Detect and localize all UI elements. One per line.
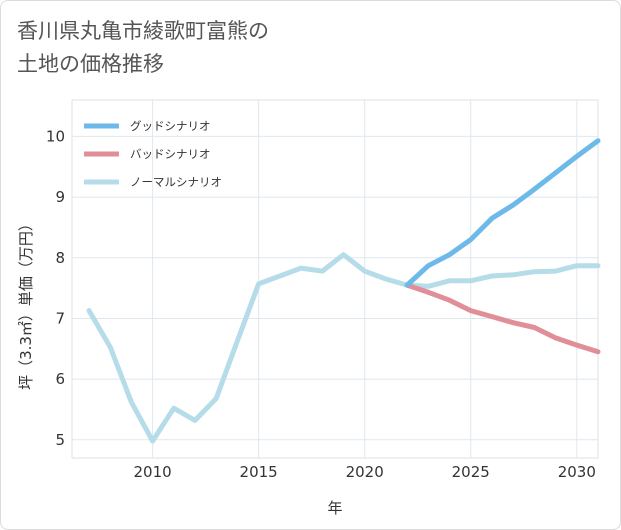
plot-area [71,99,599,459]
chart-title: 香川県丸亀市綾歌町富熊の 土地の価格推移 [17,15,417,81]
x-tick-label: 2015 [240,463,278,481]
x-tick-label: 2010 [134,463,172,481]
legend-label-bad: バッドシナリオ [130,147,211,161]
y-tick-label: 5 [55,431,65,449]
chart-title-line-2: 土地の価格推移 [17,52,164,76]
y-tick-label: 8 [55,249,65,267]
legend-label-normal: ノーマルシナリオ [130,175,222,189]
x-axis-label: 年 [327,499,342,517]
y-tick-label: 10 [46,127,65,145]
y-axis-label: 坪（3.3㎡）単価（万円） [17,216,35,390]
x-tick-label: 2025 [452,463,490,481]
chart-title-line-1: 香川県丸亀市綾歌町富熊の [17,19,269,43]
y-tick-labels: 5 6 7 8 9 10 [46,127,65,448]
series-line-bad [404,282,601,355]
legend-label-good: グッドシナリオ [130,119,211,133]
series-line-normal [86,252,601,444]
x-tick-label: 2030 [558,463,596,481]
x-tick-label: 2020 [346,463,384,481]
series-lines [86,138,601,444]
series-line-good [404,138,601,288]
y-tick-label: 7 [55,309,65,327]
y-tick-label: 9 [55,188,65,206]
x-tick-labels: 2010 2015 2020 2025 2030 [134,463,596,481]
y-tick-label: 6 [55,370,65,388]
